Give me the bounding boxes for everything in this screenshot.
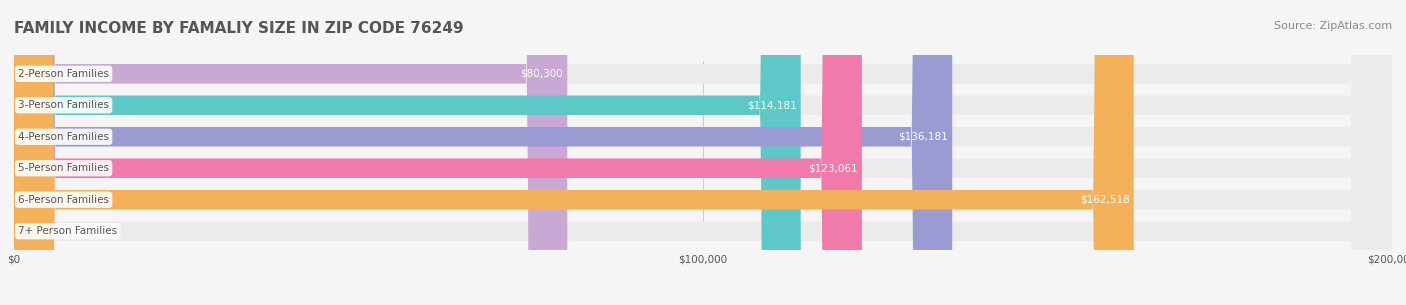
FancyBboxPatch shape [14, 0, 1392, 305]
FancyBboxPatch shape [14, 0, 952, 305]
Text: 3-Person Families: 3-Person Families [18, 100, 110, 110]
Text: Source: ZipAtlas.com: Source: ZipAtlas.com [1274, 21, 1392, 31]
FancyBboxPatch shape [14, 0, 1392, 305]
FancyBboxPatch shape [14, 0, 1392, 305]
FancyBboxPatch shape [14, 0, 800, 305]
FancyBboxPatch shape [14, 0, 1392, 305]
Text: FAMILY INCOME BY FAMALIY SIZE IN ZIP CODE 76249: FAMILY INCOME BY FAMALIY SIZE IN ZIP COD… [14, 21, 464, 36]
FancyBboxPatch shape [14, 0, 567, 305]
Text: $123,061: $123,061 [808, 163, 858, 173]
Text: $162,518: $162,518 [1080, 195, 1129, 205]
FancyBboxPatch shape [14, 0, 862, 305]
Text: 2-Person Families: 2-Person Families [18, 69, 110, 79]
FancyBboxPatch shape [14, 0, 1133, 305]
Text: $80,300: $80,300 [520, 69, 564, 79]
Text: $136,181: $136,181 [898, 132, 948, 142]
Text: $0: $0 [21, 226, 34, 236]
Text: 4-Person Families: 4-Person Families [18, 132, 110, 142]
Text: 7+ Person Families: 7+ Person Families [18, 226, 117, 236]
Text: 5-Person Families: 5-Person Families [18, 163, 110, 173]
Text: 6-Person Families: 6-Person Families [18, 195, 110, 205]
FancyBboxPatch shape [14, 0, 1392, 305]
Text: $114,181: $114,181 [747, 100, 797, 110]
FancyBboxPatch shape [14, 0, 1392, 305]
